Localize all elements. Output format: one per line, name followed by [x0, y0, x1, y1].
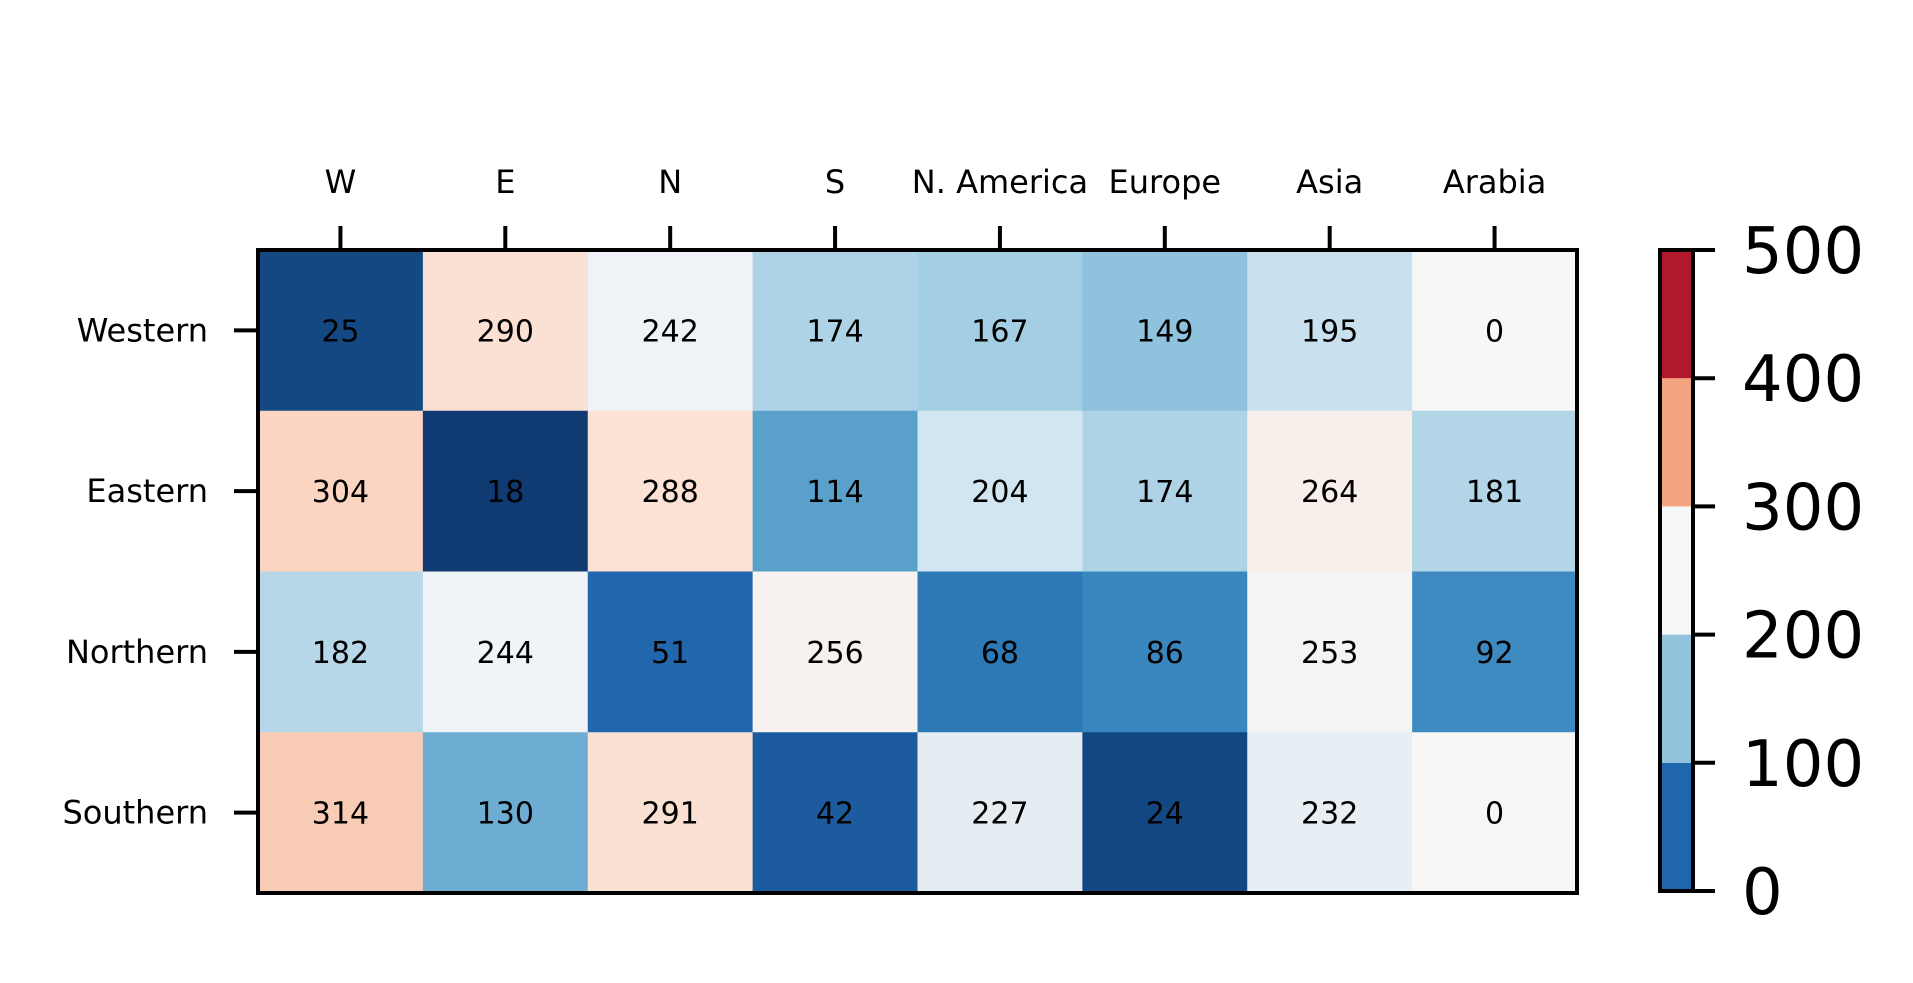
colorbar-bin — [1660, 762, 1693, 891]
colorbar: 0 100 200 300 400 500 — [1658, 215, 1864, 930]
colorbar-bin — [1660, 250, 1693, 379]
x-tick-label: Asia — [1296, 163, 1363, 201]
heatmap-cell-3-4 — [917, 732, 1083, 894]
cell-value-label: 149 — [1136, 314, 1193, 349]
colorbar-tick-label: 100 — [1742, 728, 1864, 802]
colorbar-frame — [1658, 248, 1695, 893]
x-axis: W E N S N. America Europe Asia Arabia — [325, 163, 1546, 248]
heatmap-cell-2-3 — [752, 571, 918, 733]
heatmap-cell-3-0 — [258, 732, 424, 894]
heatmap-cell-2-1 — [422, 571, 589, 733]
x-tick-label: E — [495, 163, 515, 201]
heatmap-cell-0-0 — [258, 250, 424, 412]
colorbar-tick-label: 400 — [1742, 343, 1864, 417]
heatmap-cell-1-7 — [1412, 410, 1578, 572]
heatmap-cell-2-2 — [587, 571, 754, 733]
plot-frame — [256, 248, 1579, 895]
cell-value-label: 42 — [816, 797, 854, 832]
heatmap-cell-1-0 — [258, 410, 424, 572]
heatmap-cell-3-3 — [752, 732, 918, 894]
heatmap-cell-3-1 — [422, 732, 589, 894]
heatmap-cell-0-7 — [1412, 250, 1578, 412]
cell-value-label: 253 — [1301, 636, 1358, 671]
heatmap-cell-0-4 — [917, 250, 1083, 412]
cell-value-label: 86 — [1146, 636, 1184, 671]
heatmap-cell-2-7 — [1412, 571, 1578, 733]
cell-value-label: 92 — [1475, 636, 1513, 671]
colorbar-tick-label: 500 — [1742, 215, 1864, 289]
heatmap-cell-0-5 — [1082, 250, 1248, 412]
x-tick-label: Arabia — [1443, 163, 1546, 201]
cell-value-label: 304 — [312, 475, 369, 510]
y-axis: Western Eastern Northern Southern — [62, 311, 256, 832]
cell-value-label: 181 — [1466, 475, 1523, 510]
heatmap-cell-0-2 — [587, 250, 754, 412]
cell-value-label: 290 — [477, 314, 534, 349]
y-tick-label: Southern — [62, 794, 208, 832]
cell-value-label: 256 — [806, 636, 863, 671]
colorbar-bin — [1660, 506, 1693, 635]
heatmap-cell-0-3 — [752, 250, 918, 412]
heatmap-cell-1-1 — [422, 410, 589, 572]
cell-value-label: 291 — [642, 797, 699, 832]
cell-value-label: 314 — [312, 797, 369, 832]
heatmap-cell-0-6 — [1247, 250, 1413, 412]
cell-value-label: 130 — [477, 797, 534, 832]
cell-value-label: 182 — [312, 636, 369, 671]
cell-value-label: 167 — [971, 314, 1028, 349]
cell-value-label: 68 — [981, 636, 1019, 671]
heatmap-cell-3-7 — [1412, 732, 1578, 894]
cell-value-label: 244 — [477, 636, 534, 671]
y-tick-label: Western — [77, 311, 208, 349]
heatmap-cell-labels: 25 290 242 174 167 149 195 0 304 18 288 114 204 174 26… — [312, 314, 1523, 831]
colorbar-bin — [1660, 634, 1693, 763]
cell-value-label: 174 — [1136, 475, 1193, 510]
cell-value-label: 242 — [642, 314, 699, 349]
heatmap-cell-2-5 — [1082, 571, 1248, 733]
heatmap-cell-1-5 — [1082, 410, 1248, 572]
colorbar-tick-label: 0 — [1742, 856, 1783, 930]
heatmap-cell-3-5 — [1082, 732, 1248, 894]
x-tick-label: N. America — [912, 163, 1088, 201]
heatmap-cells — [258, 250, 1578, 894]
y-tick-label: Northern — [66, 633, 208, 671]
x-tick-label: W — [325, 163, 357, 201]
heatmap-cell-3-2 — [587, 732, 754, 894]
y-tick-label: Eastern — [86, 472, 208, 510]
heatmap-cell-3-6 — [1247, 732, 1413, 894]
cell-value-label: 204 — [971, 475, 1028, 510]
colorbar-tick-label: 200 — [1742, 600, 1864, 674]
cell-value-label: 264 — [1301, 475, 1358, 510]
x-tick-label: S — [825, 163, 845, 201]
heatmap-cell-1-6 — [1247, 410, 1413, 572]
heatmap-cell-2-6 — [1247, 571, 1413, 733]
cell-value-label: 51 — [651, 636, 689, 671]
cell-value-label: 227 — [971, 797, 1028, 832]
heatmap-cell-1-3 — [752, 410, 918, 572]
cell-value-label: 0 — [1485, 797, 1504, 832]
colorbar-bin — [1660, 378, 1693, 507]
cell-value-label: 25 — [321, 314, 359, 349]
cell-value-label: 232 — [1301, 797, 1358, 832]
cell-value-label: 18 — [486, 475, 524, 510]
heatmap-cell-1-4 — [917, 410, 1083, 572]
x-tick-label: Europe — [1109, 163, 1222, 201]
heatmap-cell-2-4 — [917, 571, 1083, 733]
cell-value-label: 195 — [1301, 314, 1358, 349]
cell-value-label: 24 — [1146, 797, 1184, 832]
heatmap-cell-0-1 — [422, 250, 589, 412]
heatmap-cell-2-0 — [258, 571, 424, 733]
heatmap-cell-1-2 — [587, 410, 754, 572]
cell-value-label: 114 — [806, 475, 863, 510]
cell-value-label: 174 — [806, 314, 863, 349]
cell-value-label: 0 — [1485, 314, 1504, 349]
colorbar-tick-label: 300 — [1742, 471, 1864, 545]
x-tick-label: N — [658, 163, 682, 201]
cell-value-label: 288 — [642, 475, 699, 510]
